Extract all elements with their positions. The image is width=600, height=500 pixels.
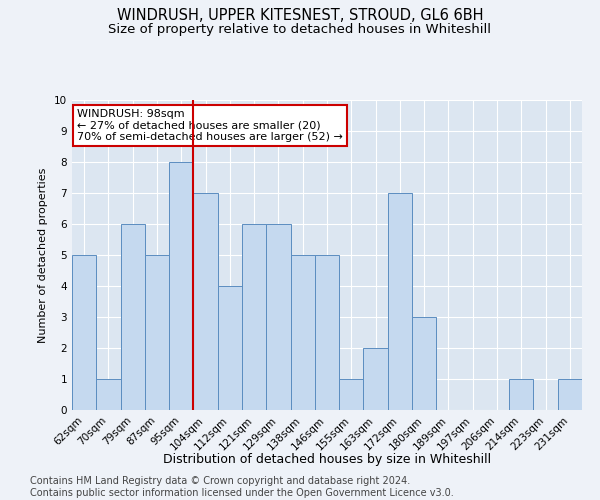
Text: Distribution of detached houses by size in Whiteshill: Distribution of detached houses by size …	[163, 452, 491, 466]
Bar	[96, 379, 121, 410]
Bar	[412, 317, 436, 410]
Bar	[121, 224, 145, 410]
Text: WINDRUSH, UPPER KITESNEST, STROUD, GL6 6BH: WINDRUSH, UPPER KITESNEST, STROUD, GL6 6…	[117, 8, 483, 22]
Bar	[509, 379, 533, 410]
Bar	[242, 224, 266, 410]
Y-axis label: Number of detached properties: Number of detached properties	[38, 168, 49, 342]
Text: WINDRUSH: 98sqm
← 27% of detached houses are smaller (20)
70% of semi-detached h: WINDRUSH: 98sqm ← 27% of detached houses…	[77, 110, 343, 142]
Bar	[290, 255, 315, 410]
Bar	[315, 255, 339, 410]
Bar	[193, 193, 218, 410]
Bar	[364, 348, 388, 410]
Bar	[218, 286, 242, 410]
Bar	[145, 255, 169, 410]
Bar	[339, 379, 364, 410]
Text: Size of property relative to detached houses in Whiteshill: Size of property relative to detached ho…	[109, 22, 491, 36]
Bar	[72, 255, 96, 410]
Bar	[266, 224, 290, 410]
Text: Contains HM Land Registry data © Crown copyright and database right 2024.
Contai: Contains HM Land Registry data © Crown c…	[30, 476, 454, 498]
Bar	[388, 193, 412, 410]
Bar	[169, 162, 193, 410]
Bar	[558, 379, 582, 410]
